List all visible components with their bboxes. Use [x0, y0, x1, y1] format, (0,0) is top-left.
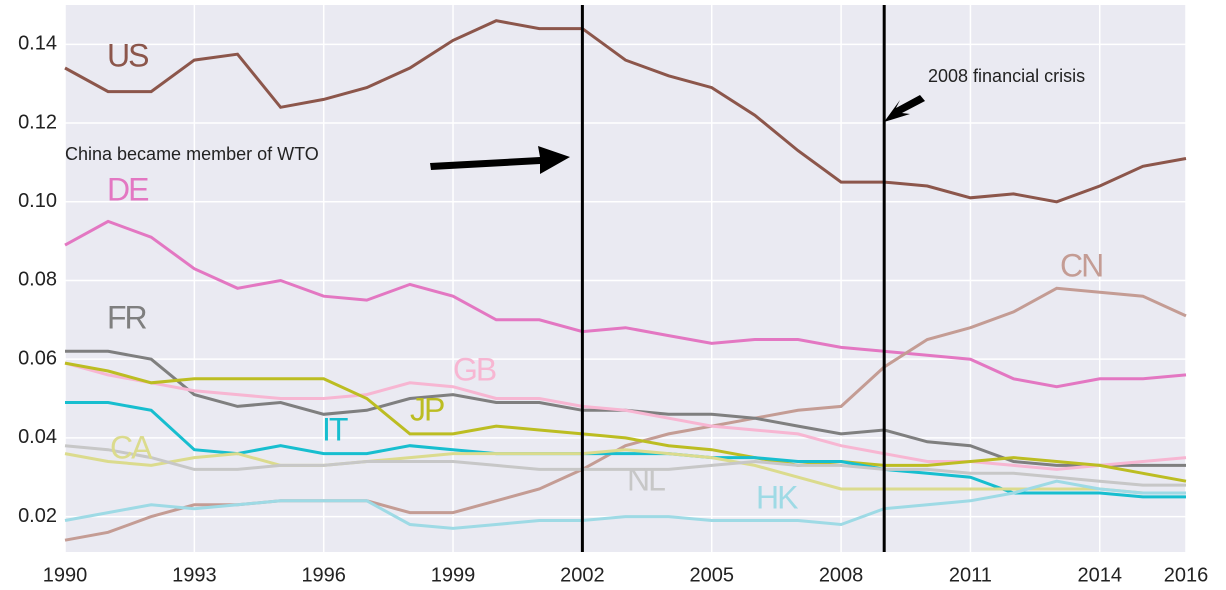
series-line [64, 361, 1187, 471]
x-tick-label: 2014 [1078, 564, 1123, 586]
y-tick-label: 0.14 [18, 33, 57, 55]
series-label: JP [410, 391, 444, 427]
y-tick-label: 0.12 [18, 111, 57, 133]
x-tick-label: 1993 [172, 564, 217, 586]
series-label: FR [107, 299, 147, 335]
y-tick-label: 0.06 [18, 347, 57, 369]
series-line [64, 448, 1186, 495]
y-tick-label: 0.08 [18, 269, 57, 291]
annotation: China became member of WTO [65, 144, 319, 164]
series-label: CN [1060, 247, 1102, 283]
series-label: DE [107, 171, 148, 207]
x-tick-label: 1999 [431, 564, 476, 586]
x-tick-label: 2011 [949, 564, 992, 586]
x-tick-label: 1996 [301, 564, 346, 586]
series-line [64, 479, 1186, 530]
y-tick-label: 0.02 [18, 505, 57, 527]
y-tick-label: 0.10 [18, 190, 57, 212]
series-label: HK [756, 479, 798, 515]
x-tick-label: 2016 [1164, 564, 1209, 586]
x-tick-label: 1990 [43, 564, 88, 586]
x-tick-label: 2002 [560, 564, 605, 586]
series-label: US [107, 37, 148, 73]
x-tick-label: 2008 [819, 564, 864, 586]
series-line [64, 19, 1187, 204]
series-line [64, 361, 1187, 483]
arrow [884, 95, 925, 122]
plot-area [65, 5, 1186, 552]
series-line [64, 219, 1187, 389]
y-tick-label: 0.04 [18, 426, 57, 448]
series-label: IT [322, 411, 348, 447]
arrow [430, 146, 570, 174]
annotation: 2008 financial crisis [928, 66, 1085, 86]
series-label: NL [627, 461, 665, 497]
series-label: CA [110, 429, 153, 465]
series-line [64, 444, 1186, 487]
x-tick-label: 2005 [689, 564, 734, 586]
series-label: GB [453, 351, 496, 387]
